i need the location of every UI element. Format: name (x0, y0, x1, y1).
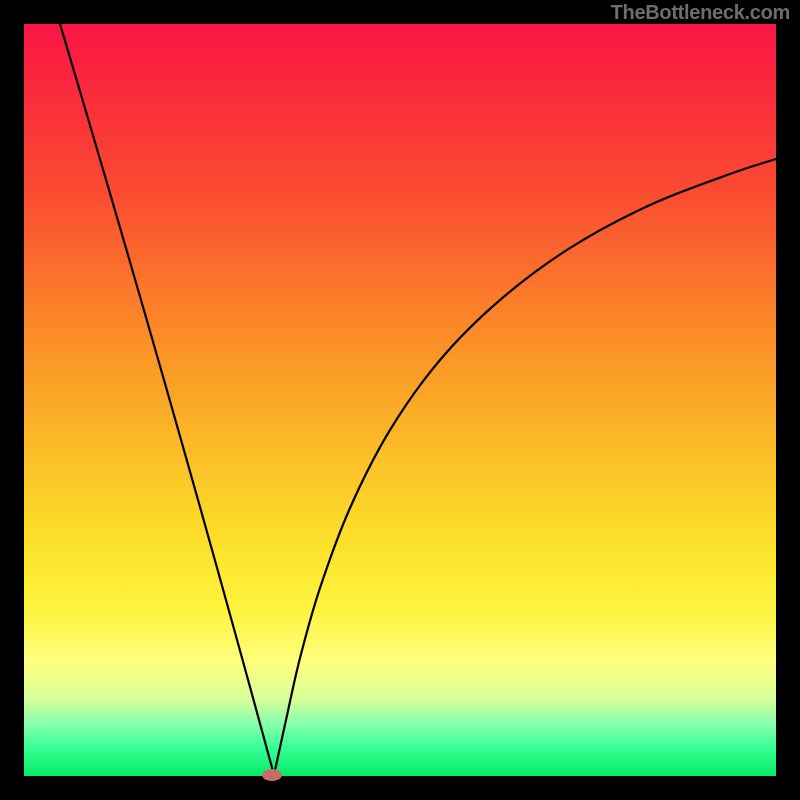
bottleneck-chart (0, 0, 800, 800)
minimum-marker (262, 769, 282, 781)
attribution-watermark: TheBottleneck.com (611, 2, 790, 25)
plot-area (24, 24, 776, 776)
chart-container: { "attribution": { "text": "TheBottlenec… (0, 0, 800, 800)
